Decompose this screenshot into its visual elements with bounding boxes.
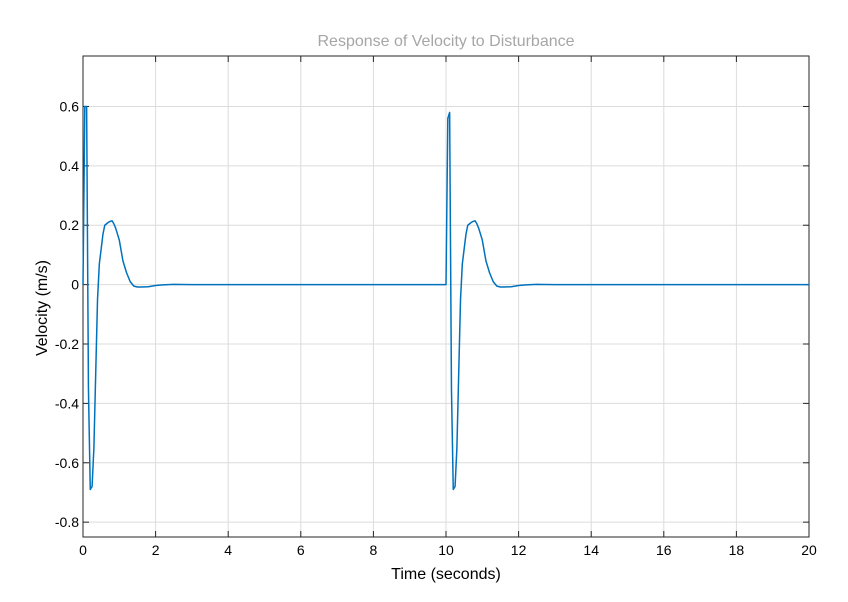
chart-title: Response of Velocity to Disturbance — [317, 33, 574, 50]
y-tick-label: -0.8 — [55, 514, 79, 530]
grid-lines — [82, 56, 810, 537]
y-tick-label: 0.2 — [60, 217, 80, 233]
y-tick-label: 0.6 — [60, 98, 80, 114]
y-tick-label: -0.6 — [55, 455, 79, 471]
x-tick-label: 18 — [729, 542, 745, 558]
x-tick-label: 14 — [583, 542, 599, 558]
x-axis-label: Time (seconds) — [391, 566, 501, 583]
x-tick-label: 20 — [801, 542, 817, 558]
x-tick-label: 12 — [511, 542, 527, 558]
y-tick-label: -0.2 — [55, 336, 79, 352]
y-tick-label: -0.4 — [55, 395, 79, 411]
x-tick-label: 16 — [656, 542, 672, 558]
x-tick-label: 6 — [297, 542, 305, 558]
y-tick-labels: -0.8 -0.6 -0.4 -0.2 0 0.2 0.4 0.6 — [55, 98, 79, 530]
x-tick-label: 0 — [79, 542, 87, 558]
x-tick-label: 2 — [152, 542, 160, 558]
y-tick-label: 0.4 — [60, 158, 80, 174]
y-tick-label: 0 — [71, 277, 79, 293]
x-tick-label: 8 — [370, 542, 378, 558]
x-tick-labels: 0 2 4 6 8 10 12 14 16 18 20 — [79, 542, 817, 558]
series-line-velocity — [82, 105, 809, 491]
x-tick-label: 10 — [438, 542, 454, 558]
axis-ticks — [82, 56, 810, 537]
y-axis-label: Velocity (m/s) — [34, 260, 51, 356]
x-tick-label: 4 — [224, 542, 232, 558]
